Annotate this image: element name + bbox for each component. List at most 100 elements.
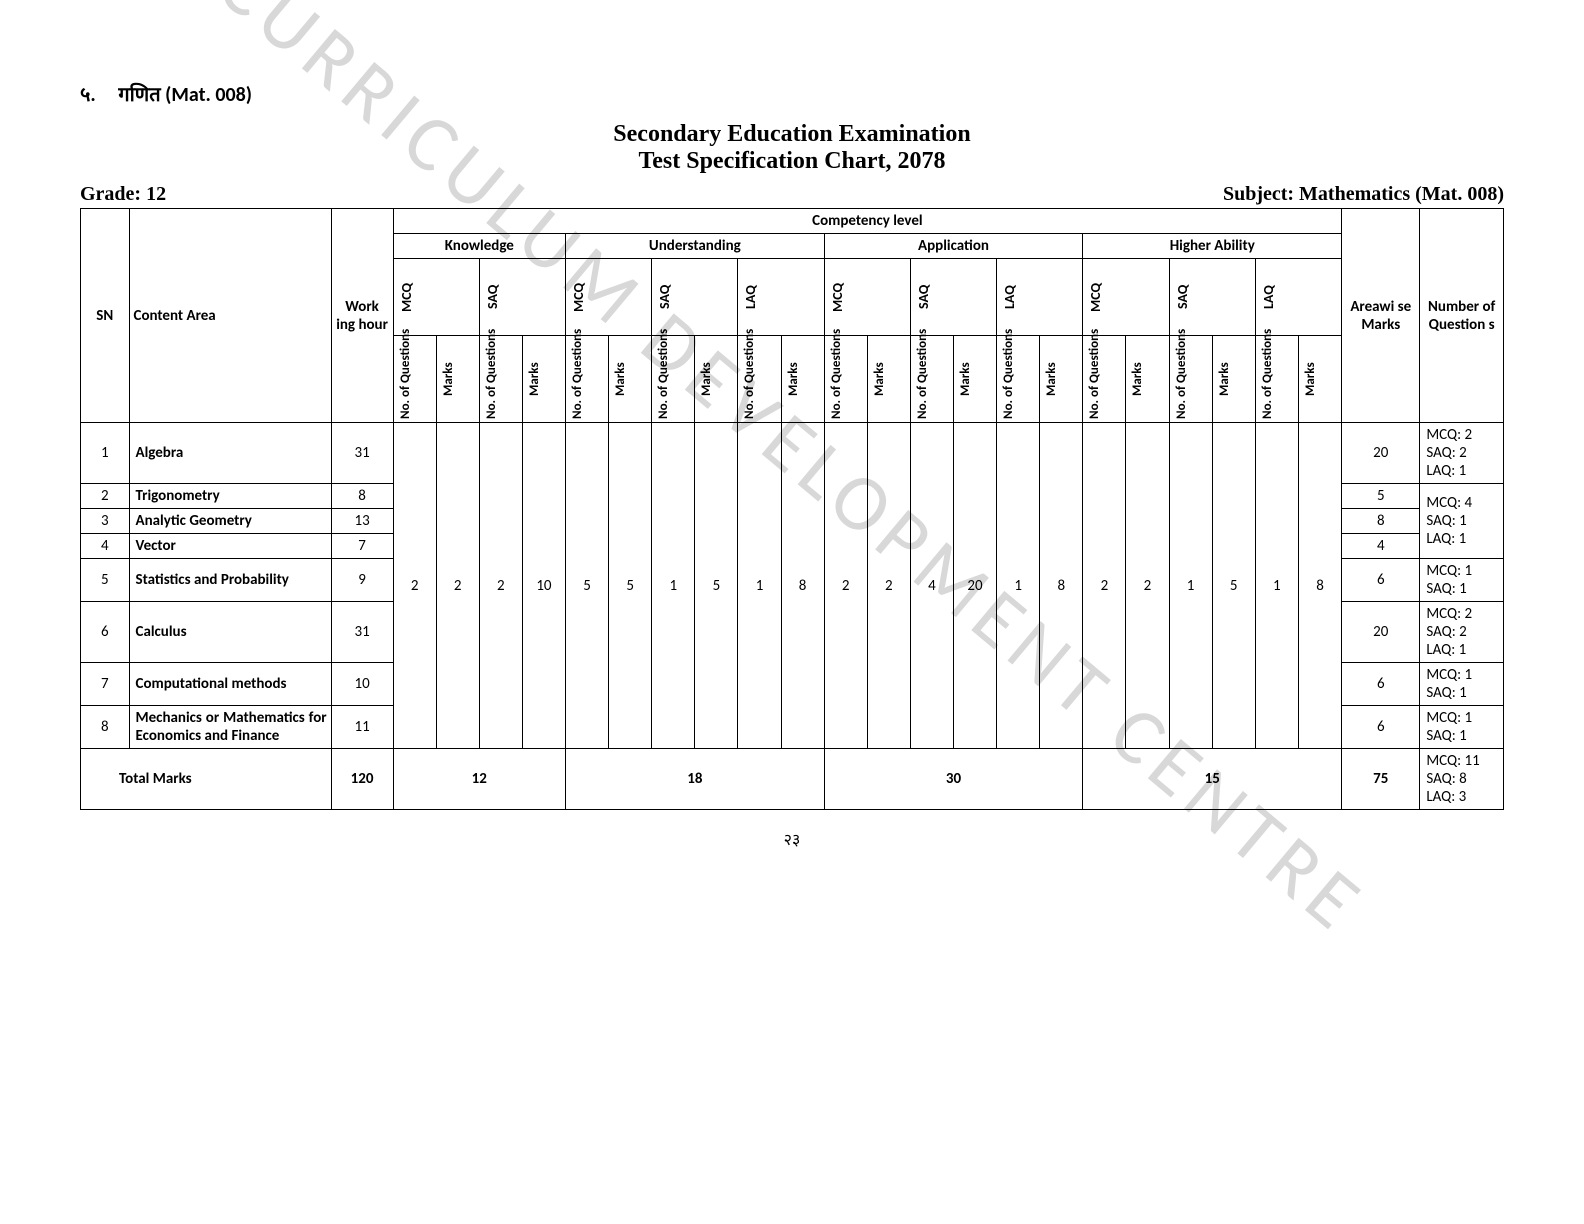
th-areawise: Areawi se Marks	[1342, 209, 1420, 423]
th-subcol: Marks	[1044, 339, 1059, 419]
cell-total-higher: 15	[1083, 749, 1342, 810]
cell-competency-value: 1	[1169, 423, 1212, 749]
cell-competency-value: 5	[1212, 423, 1255, 749]
th-sn: SN	[81, 209, 130, 423]
cell-sn: 6	[81, 602, 130, 663]
cell-content-area: Analytic Geometry	[129, 509, 331, 534]
cell-num-questions: MCQ: 11SAQ: 8LAQ: 3	[1420, 749, 1504, 810]
cell-working-hour: 11	[331, 706, 393, 749]
section-label: गणित (Mat. 008)	[118, 83, 252, 107]
cell-areawise-marks: 20	[1342, 423, 1420, 484]
cell-num-questions: MCQ: 2SAQ: 2LAQ: 1	[1420, 602, 1504, 663]
th-subcol: No. of Questions	[1001, 339, 1016, 419]
th-subcol: No. of Questions	[915, 339, 930, 419]
grade-label: Grade: 12	[80, 183, 166, 206]
cell-competency-value: 1	[997, 423, 1040, 749]
cell-num-questions: MCQ: 1SAQ: 1	[1420, 559, 1504, 602]
th-subcol: No. of Questions	[742, 339, 757, 419]
th-subcol: No. of Questions	[1174, 339, 1189, 419]
cell-working-hour: 31	[331, 602, 393, 663]
cell-working-hour: 10	[331, 663, 393, 706]
cell-total-knowledge: 12	[393, 749, 565, 810]
cell-content-area: Vector	[129, 534, 331, 559]
cell-competency-value: 8	[781, 423, 824, 749]
th-u-saq: SAQ	[656, 262, 673, 332]
cell-total-application: 30	[824, 749, 1083, 810]
cell-areawise-marks: 4	[1342, 534, 1420, 559]
th-h-laq: LAQ	[1260, 262, 1277, 332]
cell-areawise-marks: 20	[1342, 602, 1420, 663]
cell-num-questions: MCQ: 1SAQ: 1	[1420, 663, 1504, 706]
th-num-questions: Number of Question s	[1420, 209, 1504, 423]
th-subcol: No. of Questions	[829, 339, 844, 419]
th-working-hour: Work ing hour	[331, 209, 393, 423]
cell-competency-value: 2	[867, 423, 910, 749]
cell-num-questions: MCQ: 2SAQ: 2LAQ: 1	[1420, 423, 1504, 484]
th-u-mcq: MCQ	[570, 262, 587, 332]
cell-working-hour: 9	[331, 559, 393, 602]
cell-total-areawise: 75	[1342, 749, 1420, 810]
th-subcol: Marks	[1303, 339, 1318, 419]
th-subcol: Marks	[958, 339, 973, 419]
th-subcol: No. of Questions	[570, 339, 585, 419]
cell-working-hour: 8	[331, 484, 393, 509]
cell-sn: 8	[81, 706, 130, 749]
section-number: ५.	[80, 83, 96, 107]
th-h-saq: SAQ	[1174, 262, 1191, 332]
cell-areawise-marks: 6	[1342, 559, 1420, 602]
title-line-2: Test Specification Chart, 2078	[80, 148, 1504, 175]
cell-areawise-marks: 5	[1342, 484, 1420, 509]
cell-competency-value: 8	[1298, 423, 1341, 749]
cell-total-understanding: 18	[566, 749, 825, 810]
subject-label: Subject: Mathematics (Mat. 008)	[1223, 183, 1504, 206]
cell-areawise-marks: 8	[1342, 509, 1420, 534]
th-knowledge: Knowledge	[393, 234, 565, 259]
th-subcol: No. of Questions	[1087, 339, 1102, 419]
cell-competency-value: 2	[1083, 423, 1126, 749]
cell-competency-value: 5	[695, 423, 738, 749]
cell-content-area: Trigonometry	[129, 484, 331, 509]
cell-competency-value: 2	[479, 423, 522, 749]
th-k-mcq: MCQ	[398, 262, 415, 332]
th-higher: Higher Ability	[1083, 234, 1342, 259]
th-h-mcq: MCQ	[1087, 262, 1104, 332]
cell-competency-value: 8	[1040, 423, 1083, 749]
cell-competency-value: 1	[738, 423, 781, 749]
cell-working-hour: 31	[331, 423, 393, 484]
cell-areawise-marks: 6	[1342, 706, 1420, 749]
cell-sn: 3	[81, 509, 130, 534]
th-subcol: No. of Questions	[398, 339, 413, 419]
cell-content-area: Computational methods	[129, 663, 331, 706]
cell-competency-value: 1	[652, 423, 695, 749]
th-application: Application	[824, 234, 1083, 259]
cell-sn: 5	[81, 559, 130, 602]
cell-content-area: Mechanics or Mathematics for Economics a…	[129, 706, 331, 749]
th-subcol: Marks	[441, 339, 456, 419]
cell-sn: 2	[81, 484, 130, 509]
cell-competency-value: 1	[1255, 423, 1298, 749]
cell-num-questions: MCQ: 1SAQ: 1	[1420, 706, 1504, 749]
th-subcol: Marks	[699, 339, 714, 419]
section-heading: ५. गणित (Mat. 008)	[80, 80, 1504, 107]
cell-competency-value: 4	[910, 423, 953, 749]
cell-content-area: Statistics and Probability	[129, 559, 331, 602]
cell-competency-value: 10	[522, 423, 565, 749]
cell-content-area: Calculus	[129, 602, 331, 663]
th-a-laq: LAQ	[1001, 262, 1018, 332]
cell-sn: 7	[81, 663, 130, 706]
page-number: २३	[80, 828, 1504, 850]
cell-competency-value: 20	[953, 423, 996, 749]
th-subcol: Marks	[1217, 339, 1232, 419]
th-subcol: Marks	[872, 339, 887, 419]
cell-competency-value: 2	[1126, 423, 1169, 749]
th-competency: Competency level	[393, 209, 1342, 234]
specification-table: SN Content Area Work ing hour Competency…	[80, 208, 1504, 810]
th-subcol: Marks	[613, 339, 628, 419]
cell-competency-value: 5	[566, 423, 609, 749]
th-subcol: No. of Questions	[656, 339, 671, 419]
th-understanding: Understanding	[566, 234, 825, 259]
cell-sn: 4	[81, 534, 130, 559]
th-k-saq: SAQ	[484, 262, 501, 332]
cell-total-wh: 120	[331, 749, 393, 810]
cell-competency-value: 2	[824, 423, 867, 749]
